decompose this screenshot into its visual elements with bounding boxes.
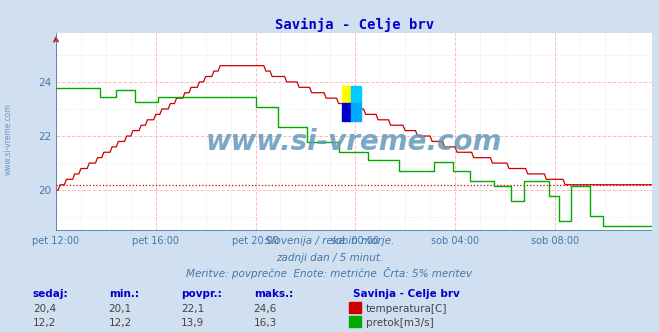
Text: 20,4: 20,4 (33, 304, 56, 314)
Text: zadnji dan / 5 minut.: zadnji dan / 5 minut. (276, 253, 383, 263)
Text: pretok[m3/s]: pretok[m3/s] (366, 318, 434, 328)
Text: 16,3: 16,3 (254, 318, 277, 328)
Text: 12,2: 12,2 (109, 318, 132, 328)
Text: temperatura[C]: temperatura[C] (366, 304, 447, 314)
Text: www.si-vreme.com: www.si-vreme.com (3, 104, 13, 175)
Text: min.:: min.: (109, 289, 139, 299)
Text: povpr.:: povpr.: (181, 289, 222, 299)
Text: 24,6: 24,6 (254, 304, 277, 314)
Text: 13,9: 13,9 (181, 318, 204, 328)
Text: www.si-vreme.com: www.si-vreme.com (206, 128, 502, 156)
Text: maks.:: maks.: (254, 289, 293, 299)
Bar (341, 103, 351, 121)
Text: Meritve: povprečne  Enote: metrične  Črta: 5% meritev: Meritve: povprečne Enote: metrične Črta:… (186, 267, 473, 279)
Text: sedaj:: sedaj: (33, 289, 69, 299)
Text: 22,1: 22,1 (181, 304, 204, 314)
Title: Savinja - Celje brv: Savinja - Celje brv (275, 18, 434, 32)
Text: Savinja - Celje brv: Savinja - Celje brv (353, 289, 459, 299)
Bar (351, 86, 360, 103)
Text: 12,2: 12,2 (33, 318, 56, 328)
Bar (341, 86, 351, 103)
Text: Slovenija / reke in morje.: Slovenija / reke in morje. (265, 236, 394, 246)
Text: 20,1: 20,1 (109, 304, 132, 314)
Bar (351, 103, 360, 121)
